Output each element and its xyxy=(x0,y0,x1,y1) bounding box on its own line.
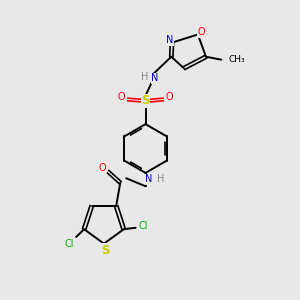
Text: N: N xyxy=(152,73,159,83)
Text: N: N xyxy=(166,35,173,45)
Text: O: O xyxy=(99,163,106,173)
Text: S: S xyxy=(141,94,150,107)
Text: H: H xyxy=(141,72,148,82)
Text: Cl: Cl xyxy=(139,221,148,231)
Text: O: O xyxy=(197,27,205,37)
Text: S: S xyxy=(101,244,110,257)
Text: CH₃: CH₃ xyxy=(228,55,245,64)
Text: N: N xyxy=(146,174,153,184)
Text: H: H xyxy=(157,174,165,184)
Text: O: O xyxy=(118,92,126,102)
Text: Cl: Cl xyxy=(64,238,74,248)
Text: O: O xyxy=(166,92,173,102)
